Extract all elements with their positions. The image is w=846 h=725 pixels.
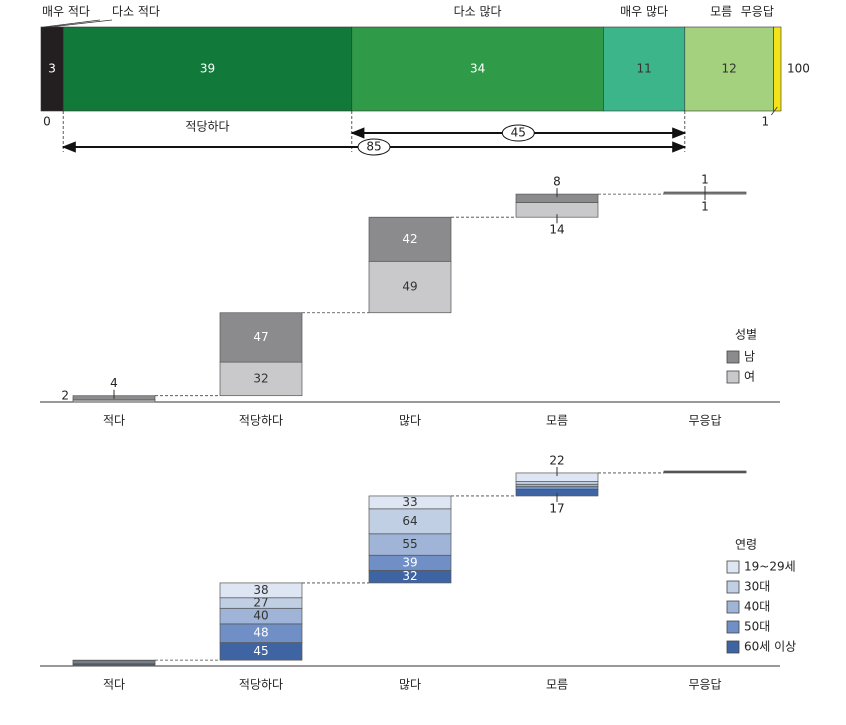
legend-label: 30대 [744, 580, 770, 594]
value-label: 4 [110, 376, 118, 390]
value-label: 40 [253, 609, 268, 623]
bar-segment [219, 582, 303, 599]
value-label: 22 [549, 453, 564, 467]
value-label: 55 [402, 537, 417, 551]
value-label: 47 [253, 330, 268, 344]
value-label: 49 [402, 280, 417, 294]
bracket-badge [357, 138, 391, 156]
legend-swatch [726, 580, 740, 594]
bar-segment [515, 481, 599, 485]
x-tick-label: 모름 [546, 414, 568, 428]
value-label: 27 [253, 596, 268, 610]
legend-swatch [726, 560, 740, 574]
bar-segment [773, 26, 782, 112]
x-tick-label: 적다 [103, 414, 125, 428]
leader-line [770, 106, 778, 116]
leader-line [49, 19, 113, 28]
bar-segment [219, 312, 303, 363]
bar-segment [219, 361, 303, 397]
bar-segment [515, 483, 599, 487]
value-label: 33 [402, 495, 417, 509]
x-tick-label: 무응답 [688, 414, 721, 428]
x-tick-label: 많다 [399, 414, 421, 428]
bar-segment [72, 659, 156, 662]
legend-label: 여 [744, 370, 755, 384]
category-label: 적당하다 [185, 120, 229, 134]
legend-label: 60세 이상 [744, 640, 796, 654]
value-label: 39 [402, 555, 417, 569]
legend-title: 성별 [735, 328, 757, 342]
legend-label: 50대 [744, 620, 770, 634]
value-label: 32 [253, 371, 268, 385]
bar-segment [368, 495, 452, 510]
value-label: 39 [200, 62, 215, 76]
bracket-label: 45 [511, 126, 526, 140]
bar-segment [603, 26, 686, 112]
x-tick-label: 모름 [546, 678, 568, 692]
bar-segment [368, 508, 452, 535]
value-label: 64 [402, 514, 417, 528]
legend-swatch [726, 600, 740, 614]
value-label: 0 [43, 115, 51, 129]
value-label: 38 [253, 583, 268, 597]
legend-swatch [726, 640, 740, 654]
bar-segment [684, 26, 774, 112]
total-label: 100 [787, 62, 810, 76]
x-tick-label: 적당하다 [239, 678, 283, 692]
category-label: 매우 많다 [620, 5, 668, 19]
category-label: 매우 적다 [42, 5, 90, 19]
value-label: 1 [761, 115, 769, 129]
bar-segment [351, 26, 604, 112]
value-label: 1 [701, 173, 709, 187]
bar-segment [62, 26, 353, 112]
category-label: 모름 [710, 5, 732, 19]
category-label: 다소 적다 [112, 5, 160, 19]
bracket-badge [501, 124, 535, 142]
legend-swatch [726, 370, 740, 384]
category-label: 무응답 [741, 5, 774, 19]
legend-swatch [726, 350, 740, 364]
legend-swatch [726, 620, 740, 634]
bar-segment [515, 486, 599, 490]
value-label: 11 [636, 62, 651, 76]
value-label: 3 [48, 62, 56, 76]
value-label: 32 [402, 569, 417, 583]
value-label: 17 [549, 501, 564, 515]
value-label: 42 [402, 232, 417, 246]
value-label: 8 [553, 175, 561, 189]
value-label: 2 [61, 388, 69, 402]
legend-label: 남 [744, 350, 755, 364]
value-label: 12 [722, 62, 737, 76]
category-label: 다소 많다 [454, 5, 502, 19]
legend-label: 40대 [744, 600, 770, 614]
value-label: 45 [253, 644, 268, 658]
bracket-label: 85 [366, 140, 381, 154]
x-tick-label: 많다 [399, 678, 421, 692]
x-tick-label: 적당하다 [239, 414, 283, 428]
leader-line [43, 19, 101, 28]
legend-label: 19~29세 [744, 560, 796, 574]
bar-segment [368, 216, 452, 262]
value-label: 48 [253, 626, 268, 640]
x-tick-label: 적다 [103, 678, 125, 692]
value-label: 1 [701, 200, 709, 214]
x-tick-label: 무응답 [688, 678, 721, 692]
value-label: 34 [470, 62, 485, 76]
legend-title: 연령 [735, 538, 757, 552]
value-label: 14 [549, 223, 564, 237]
